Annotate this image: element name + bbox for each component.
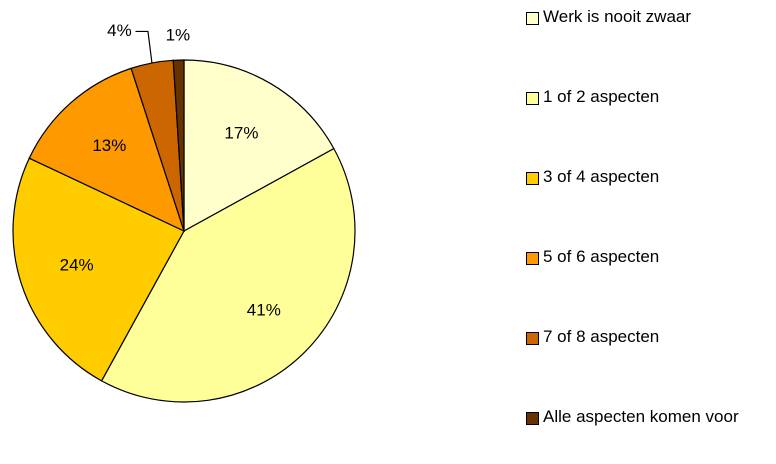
legend-swatch (526, 92, 539, 105)
data-label: 41% (247, 300, 281, 319)
data-label: 1% (166, 26, 191, 45)
legend-item: Alle aspecten komen voor (526, 406, 771, 464)
legend-swatch (526, 12, 539, 25)
pie-slice (12, 157, 185, 382)
legend-item: 1 of 2 aspecten (526, 86, 771, 166)
legend-item: Werk is nooit zwaar (526, 6, 771, 86)
leader-line (135, 30, 153, 64)
data-label: 4% (107, 21, 132, 40)
pie-slice (172, 59, 185, 232)
legend-swatch (526, 412, 539, 425)
legend-label: 5 of 6 aspecten (543, 247, 660, 266)
legend-label: 3 of 4 aspecten (543, 167, 660, 186)
legend-label: 7 of 8 aspecten (543, 327, 660, 346)
legend: Werk is nooit zwaar 1 of 2 aspecten 3 of 4… (526, 6, 771, 464)
legend-item: 3 of 4 aspecten (526, 166, 771, 246)
legend-swatch (526, 252, 539, 265)
legend-swatch (526, 172, 539, 185)
legend-label: Alle aspecten komen voor (543, 407, 739, 426)
pie-slice (28, 67, 185, 233)
legend-label: Werk is nooit zwaar (543, 7, 692, 26)
legend-label: 1 of 2 aspecten (543, 87, 660, 106)
data-label: 13% (92, 136, 126, 155)
pie-slice (100, 147, 356, 403)
legend-item: 5 of 6 aspecten (526, 246, 771, 326)
pie-slice (183, 59, 335, 233)
legend-swatch (526, 332, 539, 345)
data-label: 24% (60, 255, 94, 274)
legend-item: 7 of 8 aspecten (526, 326, 771, 406)
data-label: 17% (224, 123, 258, 142)
pie-area: 17% 41% 24% 13% 4% 1% (12, 21, 356, 403)
